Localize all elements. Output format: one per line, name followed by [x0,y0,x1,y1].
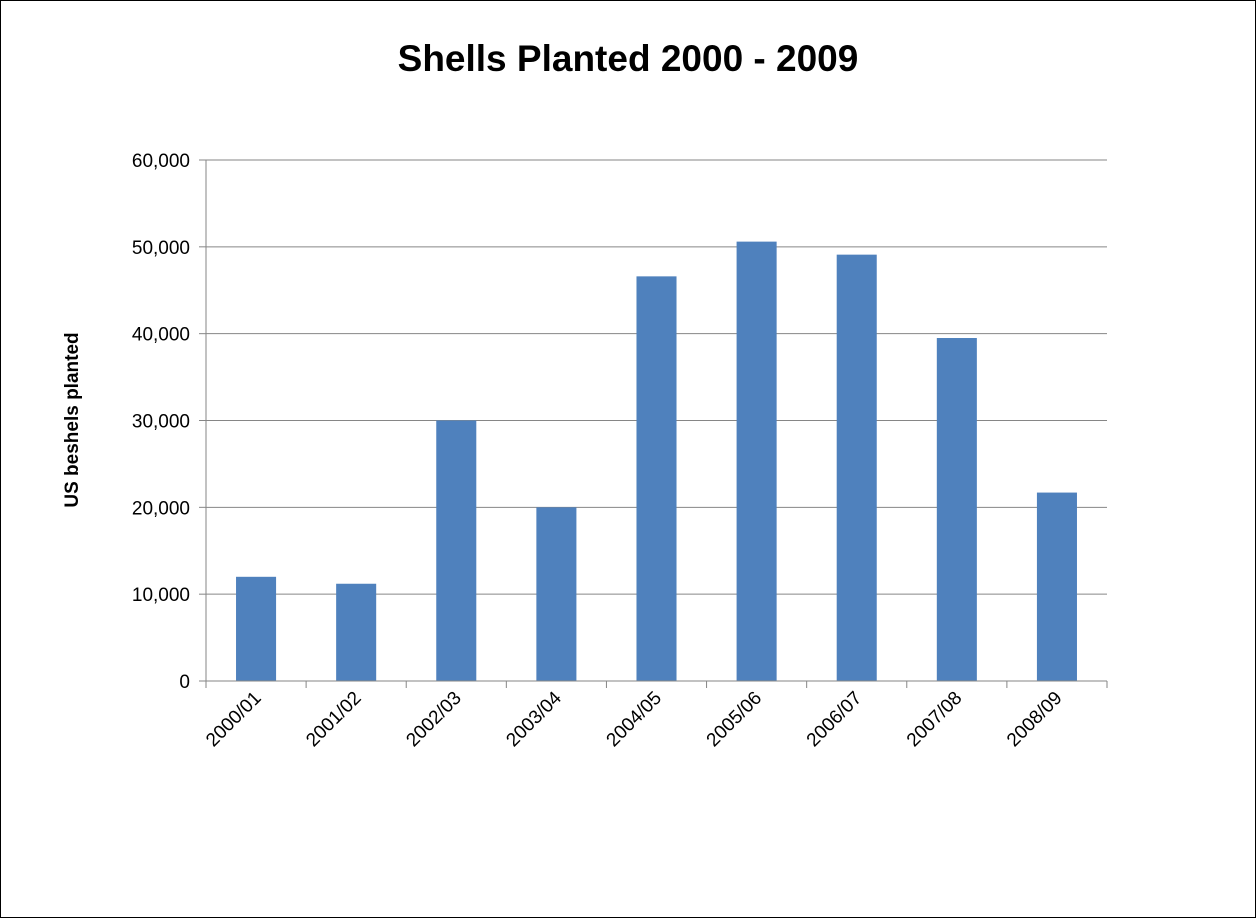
bar [936,338,977,681]
bar [836,254,877,682]
x-tick-label: 2006/07 [803,688,866,751]
bars [236,241,1077,682]
x-tick-label: 2002/03 [402,688,465,751]
bar [1036,492,1077,681]
y-tick-label: 30,000 [132,412,190,433]
chart-title: Shells Planted 2000 - 2009 [397,38,859,79]
y-axis-title: US beshels planted [62,332,83,507]
y-tick-label: 0 [179,672,190,693]
x-tick-labels: 2000/01 2001/02 2002/03 2003/04 2004/05 2005/… [202,687,1066,751]
y-tick-labels: 0 10,000 20,000 30,000 40,000 50,000 60,000 [132,151,190,693]
x-tick-label: 2004/05 [603,688,666,751]
y-tick-label: 20,000 [132,498,190,519]
x-tick-label: 2001/02 [302,688,365,751]
y-tick-label: 10,000 [132,585,190,606]
bar [336,583,377,681]
bar [536,507,577,681]
bar [236,576,277,681]
y-tick-label: 60,000 [132,151,190,172]
y-tick-label: 50,000 [132,238,190,259]
x-tick-label: 2005/06 [703,688,766,751]
x-tick-label: 2008/09 [1003,688,1066,751]
y-tick-label: 40,000 [132,325,190,346]
axes [205,160,1108,688]
bar [436,420,477,681]
x-tick-label: 2000/01 [202,688,265,751]
x-tick-label: 2007/08 [903,688,966,751]
bar [636,276,677,681]
x-tick-label: 2003/04 [503,687,567,751]
bar [736,241,777,681]
